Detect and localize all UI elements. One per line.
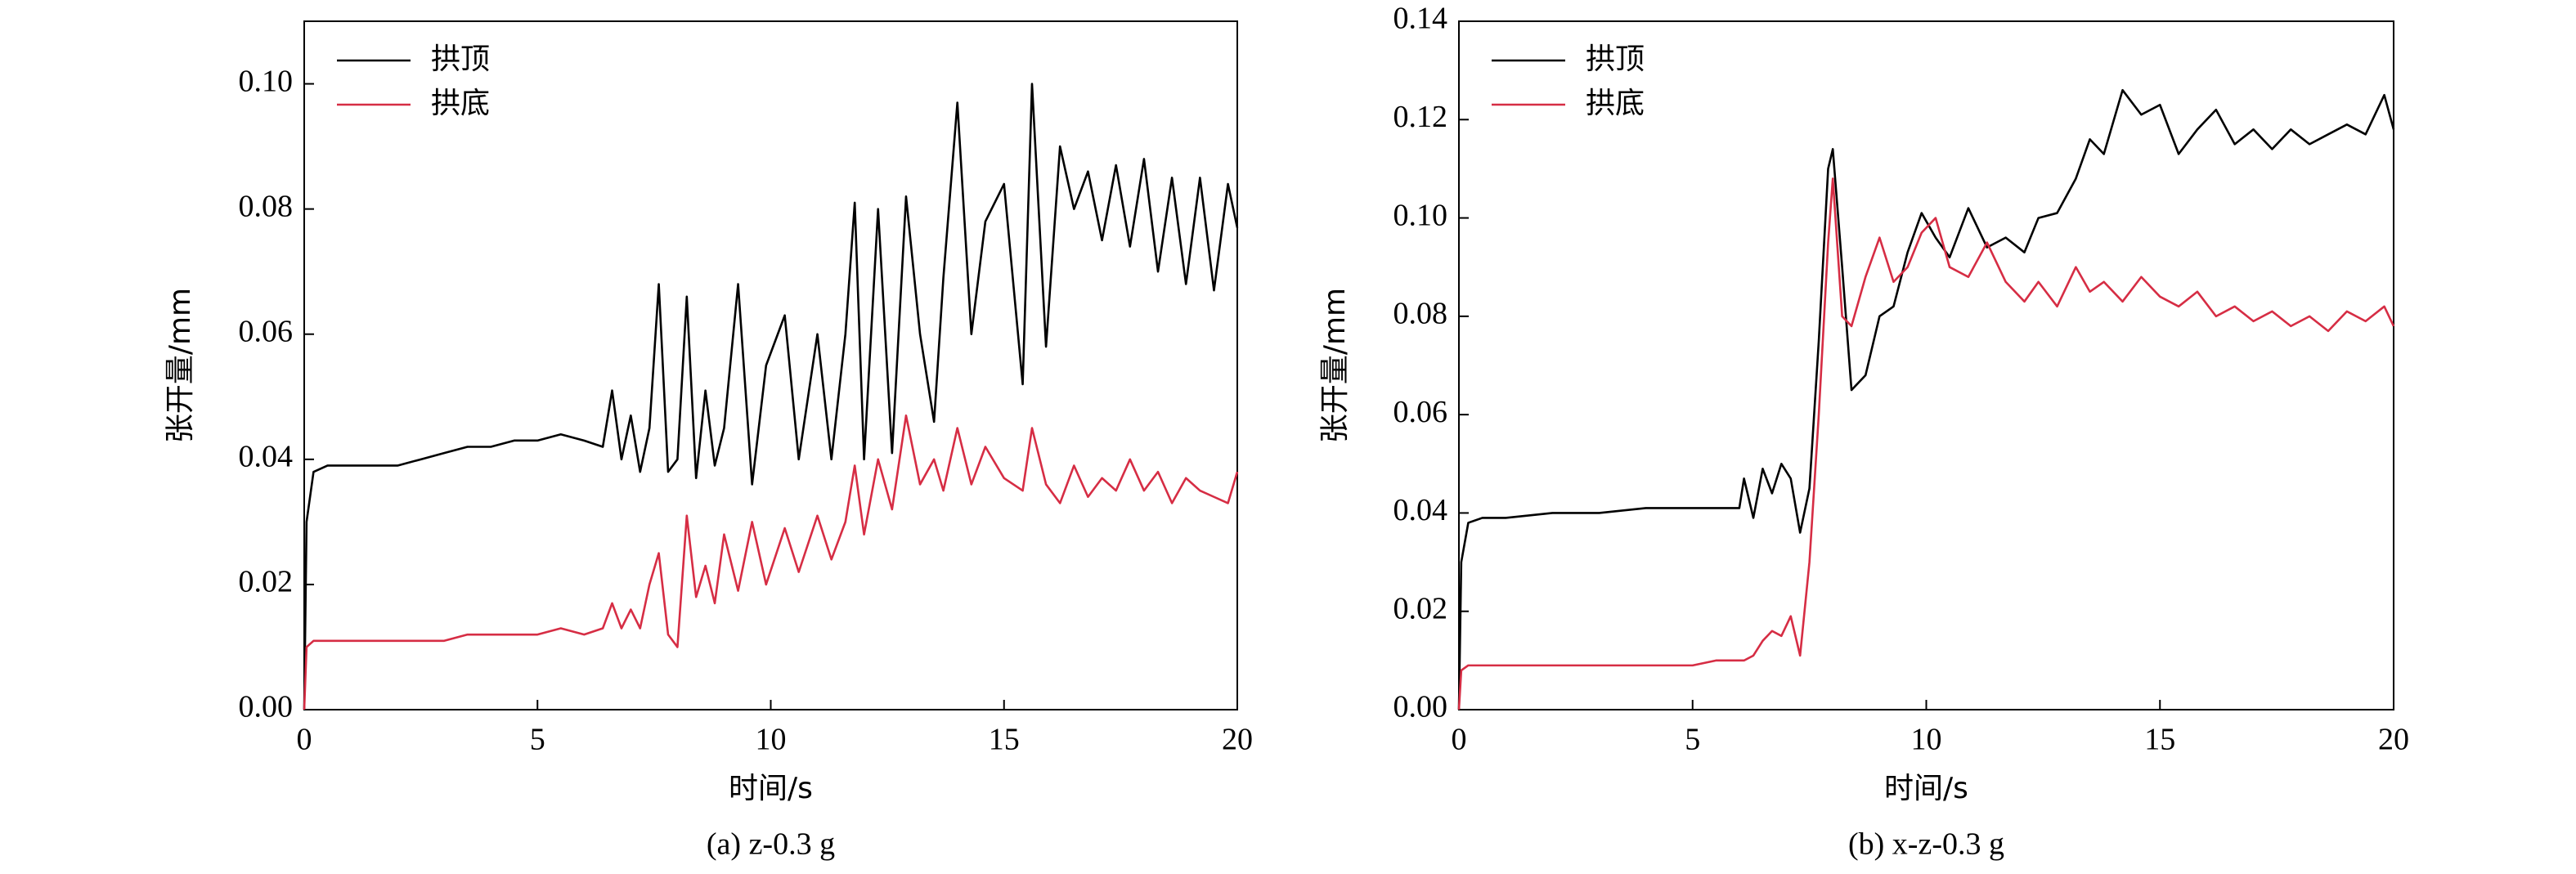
y-tick-label: 0.10 bbox=[1393, 198, 1448, 232]
x-tick-label: 0 bbox=[1452, 723, 1467, 757]
x-axis-label: 时间/s bbox=[729, 772, 813, 805]
x-tick-label: 5 bbox=[530, 723, 545, 757]
y-axis-label: 张开量/mm bbox=[1318, 288, 1352, 443]
legend-label: 拱底 bbox=[431, 87, 490, 120]
x-tick-label: 10 bbox=[1911, 723, 1942, 757]
y-tick-label: 0.06 bbox=[1393, 395, 1448, 429]
x-tick-label: 0 bbox=[297, 723, 312, 757]
y-tick-label: 0.08 bbox=[239, 189, 294, 223]
x-tick-label: 20 bbox=[2378, 723, 2409, 757]
x-tick-label: 15 bbox=[2144, 723, 2175, 757]
y-tick-label: 0.06 bbox=[239, 314, 294, 348]
legend-label: 拱底 bbox=[1586, 87, 1645, 120]
y-tick-label: 0.14 bbox=[1393, 2, 1448, 36]
y-tick-label: 0.00 bbox=[239, 690, 294, 724]
data-line bbox=[1457, 88, 2395, 710]
x-tick-label: 5 bbox=[1685, 723, 1700, 757]
data-line bbox=[1457, 177, 2395, 710]
data-line bbox=[303, 83, 1239, 710]
x-axis-label: 时间/s bbox=[1884, 772, 1968, 805]
y-axis-label: 张开量/mm bbox=[164, 288, 197, 443]
x-tick-label: 10 bbox=[756, 723, 787, 757]
y-tick-label: 0.02 bbox=[1393, 591, 1448, 625]
y-tick-label: 0.04 bbox=[1393, 493, 1448, 527]
y-tick-label: 0.10 bbox=[239, 64, 294, 98]
y-tick-label: 0.02 bbox=[239, 565, 294, 599]
y-tick-label: 0.12 bbox=[1393, 100, 1448, 134]
caption: (b) x-z-0.3 g bbox=[1848, 827, 2004, 862]
plot-frame bbox=[303, 20, 1238, 710]
legend-label: 拱顶 bbox=[431, 43, 490, 76]
y-tick-label: 0.08 bbox=[1393, 297, 1448, 331]
x-tick-label: 15 bbox=[989, 723, 1020, 757]
legend-label: 拱顶 bbox=[1586, 43, 1645, 76]
y-tick-label: 0.00 bbox=[1393, 690, 1448, 724]
y-tick-label: 0.04 bbox=[239, 440, 294, 474]
caption: (a) z-0.3 g bbox=[707, 827, 835, 862]
plot-frame bbox=[1458, 20, 2394, 710]
x-tick-label: 20 bbox=[1222, 723, 1253, 757]
data-line bbox=[303, 414, 1239, 710]
